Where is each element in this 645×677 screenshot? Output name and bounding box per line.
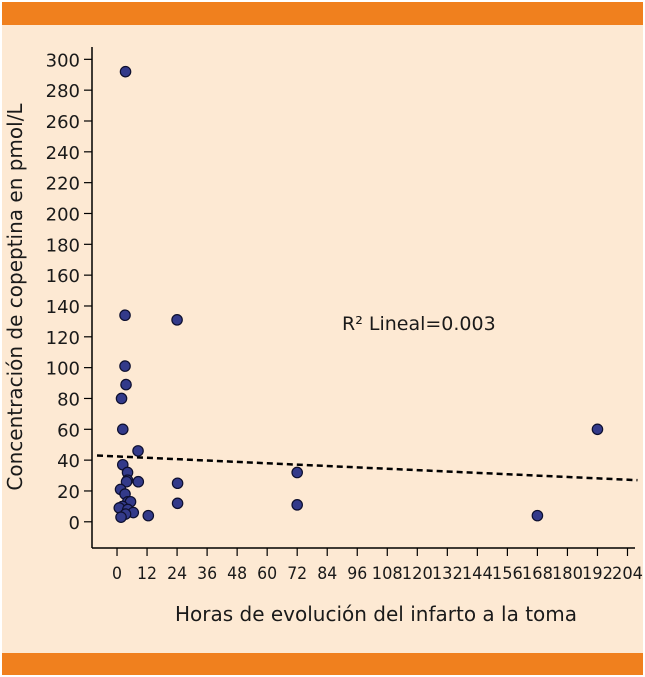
x-tick-label: 24 [167,564,187,584]
data-point [115,392,128,405]
x-tick-label: 36 [197,564,217,584]
data-point [119,309,131,322]
x-tick-label: 108 [372,564,403,584]
x-tick-label: 192 [582,564,613,584]
x-tick-label: 180 [552,564,583,584]
data-point [171,477,184,490]
data-point [291,499,303,511]
x-tick-label: 60 [257,564,277,584]
y-tick-label: 80 [57,389,80,410]
x-tick-label: 204 [612,564,643,584]
data-point [116,423,129,436]
data-point [171,314,183,326]
data-point [132,475,145,488]
y-tick-label: 300 [46,50,80,71]
y-tick-label: 60 [57,420,80,441]
x-tick-label: 120 [402,564,433,584]
trendline [96,454,638,482]
y-tick-label: 40 [57,451,80,472]
x-tick-label: 0 [112,564,122,584]
data-point [120,475,133,488]
y-axis-label: Concentración de copeptina en pmol/L [3,103,27,491]
x-tick-label: 132 [432,564,463,584]
y-tick-label: 0 [69,513,80,534]
data-point [142,509,155,522]
y-tick-label: 180 [46,235,80,256]
x-tick-label: 144 [462,564,493,584]
x-tick-label: 168 [522,564,553,584]
bottom-accent-bar [2,653,643,675]
x-tick-label: 84 [317,564,337,584]
data-point [119,360,131,372]
y-tick-label: 100 [46,359,80,380]
data-point [591,423,604,436]
y-tick-label: 280 [46,81,80,102]
data-point [531,509,544,522]
y-tick-label: 20 [57,482,80,503]
data-point [120,378,132,391]
y-tick-label: 120 [46,328,80,349]
data-point [132,445,144,457]
data-point [119,65,132,78]
r-squared-annotation: R² Lineal=0.003 [342,313,496,335]
top-accent-bar [2,2,643,25]
data-point [291,466,303,479]
y-tick-label: 260 [46,112,80,133]
y-tick-label: 140 [46,297,80,318]
x-tick-label: 12 [137,564,157,584]
data-point [115,511,127,523]
data-point [171,497,184,510]
y-tick-label: 220 [46,174,80,195]
y-tick-label: 160 [46,266,80,287]
x-tick-label: 96 [347,564,367,584]
y-tick-label: 240 [46,143,80,164]
x-axis-label: Horas de evolución del infarto a la toma [175,602,577,626]
y-tick-label: 200 [46,204,80,225]
x-tick-label: 48 [227,564,247,584]
x-tick-label: 156 [492,564,523,584]
x-tick-label: 72 [287,564,307,584]
